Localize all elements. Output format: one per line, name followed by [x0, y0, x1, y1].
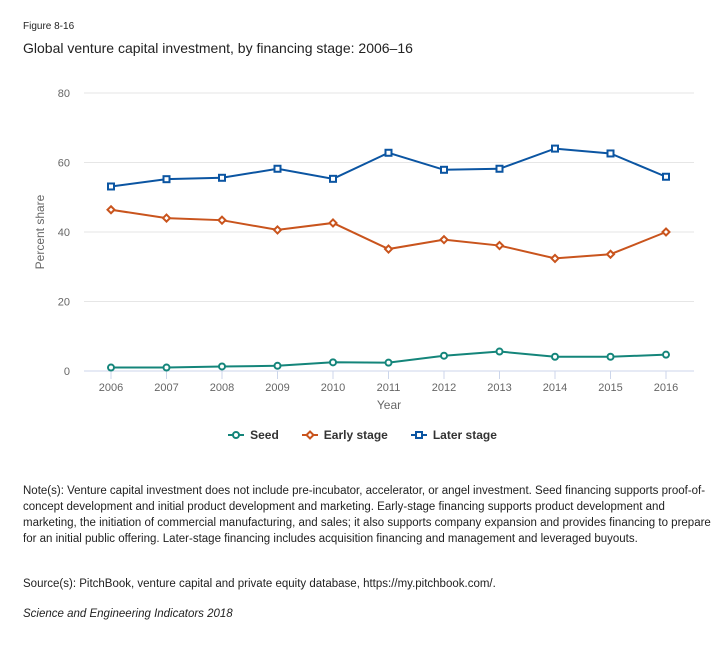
data-point-seed[interactable]: [329, 358, 337, 367]
x-tick-label: 2011: [377, 382, 401, 394]
data-point-later-stage[interactable]: [440, 165, 448, 174]
y-tick-label: 20: [58, 297, 70, 309]
source-text: Source(s): PitchBook, venture capital an…: [23, 578, 496, 590]
x-tick-label: 2006: [99, 382, 123, 394]
legend: Seed Early stage Later stage: [0, 428, 724, 442]
series-later-stage: [107, 144, 670, 191]
x-tick-label: 2009: [265, 382, 289, 394]
credit-text: Science and Engineering Indicators 2018: [23, 608, 233, 620]
data-point-seed[interactable]: [551, 352, 559, 361]
data-point-early-stage[interactable]: [494, 240, 505, 251]
y-tick-labels: 0 20 40 60 80: [58, 88, 70, 378]
x-tick-label: 2010: [321, 382, 345, 394]
data-point-seed[interactable]: [662, 350, 670, 359]
data-point-seed[interactable]: [162, 363, 171, 372]
data-point-early-stage[interactable]: [272, 225, 283, 235]
legend-symbol-early-stage: [301, 430, 318, 440]
legend-symbol-seed: [228, 431, 245, 439]
data-point-later-stage[interactable]: [495, 164, 504, 173]
x-tick-label: 2016: [654, 382, 678, 394]
data-point-seed[interactable]: [495, 347, 504, 356]
data-point-seed[interactable]: [606, 352, 615, 361]
y-tick-label: 60: [58, 158, 70, 170]
x-tick-label: 2008: [210, 382, 234, 394]
legend-marker-seed: [232, 431, 241, 439]
data-point-early-stage[interactable]: [550, 253, 560, 264]
data-point-later-stage[interactable]: [329, 174, 337, 183]
gridlines: [84, 92, 694, 372]
data-point-later-stage[interactable]: [384, 148, 393, 157]
series-group: [106, 144, 671, 372]
data-point-early-stage[interactable]: [217, 215, 227, 226]
legend-label: Early stage: [323, 428, 388, 442]
x-tick-label: 2014: [543, 382, 567, 394]
legend-item-seed[interactable]: Seed: [227, 428, 279, 442]
chart-title: Global venture capital investment, by fi…: [23, 40, 413, 56]
legend-marker-later-stage: [414, 431, 423, 439]
data-point-early-stage[interactable]: [605, 249, 616, 260]
data-point-later-stage[interactable]: [606, 149, 615, 158]
data-point-seed[interactable]: [273, 361, 282, 370]
data-point-early-stage[interactable]: [383, 244, 394, 254]
data-point-early-stage[interactable]: [439, 234, 449, 245]
y-axis-title: Percent share: [33, 194, 47, 269]
series-seed: [107, 347, 670, 372]
x-tick-label: 2015: [598, 382, 622, 394]
x-tick-label: 2012: [432, 382, 456, 394]
data-point-later-stage[interactable]: [551, 144, 559, 153]
legend-label: Later stage: [432, 428, 497, 442]
x-tick-labels: 2006 2007 2008 2009 2010 2011 2012 2013 2014 2015…: [99, 371, 678, 394]
x-axis-title: Year: [377, 398, 401, 412]
data-point-early-stage[interactable]: [161, 213, 172, 224]
data-point-later-stage[interactable]: [107, 182, 115, 191]
y-tick-label: 40: [58, 227, 70, 239]
note-text: Note(s): Venture capital investment does…: [23, 485, 711, 545]
data-point-early-stage[interactable]: [328, 218, 338, 228]
x-tick-label: 2013: [487, 382, 511, 394]
data-point-early-stage[interactable]: [661, 227, 671, 237]
data-point-seed[interactable]: [384, 358, 393, 367]
data-point-later-stage[interactable]: [162, 175, 171, 184]
data-point-seed[interactable]: [440, 351, 448, 360]
data-point-later-stage[interactable]: [273, 164, 282, 173]
data-point-seed[interactable]: [218, 362, 226, 371]
legend-symbol-later-stage: [410, 431, 427, 439]
data-point-early-stage[interactable]: [106, 204, 116, 215]
legend-item-early-stage[interactable]: Early stage: [301, 428, 388, 442]
y-tick-label: 0: [64, 366, 70, 378]
legend-item-later-stage[interactable]: Later stage: [410, 428, 497, 442]
series-early-stage: [106, 204, 671, 264]
figure-label: Figure 8-16: [23, 21, 75, 32]
x-tick-label: 2007: [154, 382, 178, 394]
legend-label: Seed: [250, 428, 279, 442]
y-tick-label: 80: [58, 88, 70, 100]
legend-marker-early-stage: [304, 430, 315, 440]
data-point-later-stage[interactable]: [662, 172, 670, 181]
data-point-later-stage[interactable]: [218, 173, 226, 182]
data-point-seed[interactable]: [107, 363, 115, 372]
